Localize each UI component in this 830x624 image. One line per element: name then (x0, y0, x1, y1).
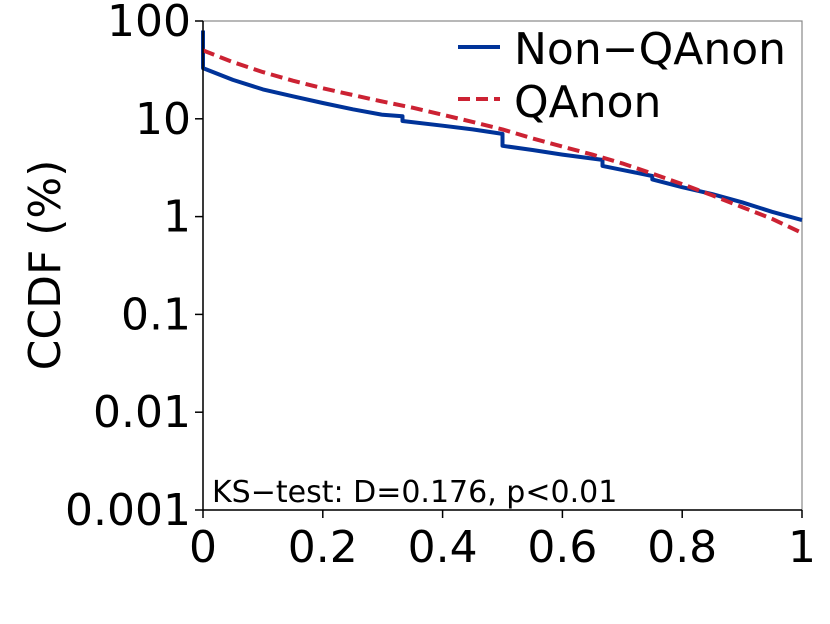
y-tick-label: 1 (163, 192, 191, 243)
legend: Non−QAnon QAnon (458, 24, 786, 128)
y-tick-label: 10 (135, 94, 191, 145)
series-line-non-qanon (201, 30, 803, 223)
legend-label-non-qanon: Non−QAnon (514, 24, 786, 75)
x-tick-label: 0.4 (408, 522, 478, 573)
y-axis-label: CCDF (%) (20, 160, 71, 371)
y-tick-label: 0.001 (65, 485, 191, 536)
x-tick-label: 1 (788, 522, 816, 573)
x-tick-label: 0.2 (288, 522, 358, 573)
x-tick-label: 0.6 (527, 522, 597, 573)
y-tick-label: 0.01 (93, 387, 191, 438)
series-line-qanon (202, 48, 803, 235)
y-tick-label: 100 (107, 0, 191, 47)
x-axis-ticks: 0 0.2 0.4 0.6 0.8 1 (189, 510, 816, 573)
series-layer (201, 30, 803, 235)
y-axis-ticks: 100 10 1 0.1 0.01 0.001 (65, 0, 203, 536)
legend-label-qanon: QAnon (514, 77, 661, 128)
y-tick-label: 0.1 (121, 289, 191, 340)
x-tick-label: 0 (189, 522, 217, 573)
x-tick-label: 0.8 (647, 522, 717, 573)
ks-test-annotation: KS−test: D=0.176, p<0.01 (212, 475, 617, 510)
